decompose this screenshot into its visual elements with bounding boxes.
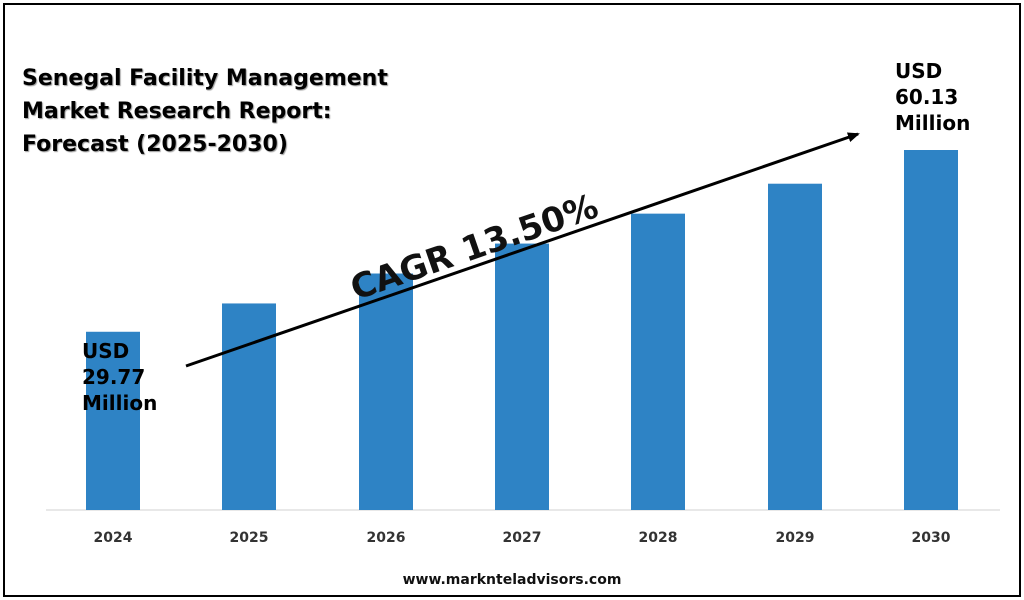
bar-2027 (495, 243, 549, 510)
bar-2026 (359, 273, 413, 510)
bar-2028 (631, 213, 685, 511)
x-tick-2030: 2030 (912, 530, 951, 546)
x-tick-2027: 2027 (503, 530, 542, 546)
value-label-2030-line-3: Million (895, 111, 970, 135)
bar-2024 (86, 331, 140, 510)
value-label-2024-line-2: 29.77 (82, 365, 145, 389)
x-axis-ticks: 2024 2025 2026 2027 2028 2029 2030 (94, 530, 951, 546)
x-tick-2025: 2025 (230, 530, 269, 546)
cagr-label: CAGR 13.50% (346, 186, 604, 308)
title-line-2: Market Research Report: (22, 99, 332, 124)
cagr-arrow (185, 132, 860, 368)
title-line-1: Senegal Facility Management (22, 66, 388, 91)
x-tick-2026: 2026 (367, 530, 406, 546)
bar-2025 (222, 303, 276, 510)
bars-group (46, 150, 1000, 511)
chart-title: Senegal Facility Management Market Resea… (22, 62, 442, 161)
value-label-2024-line-3: Million (82, 391, 157, 415)
x-tick-2029: 2029 (776, 530, 815, 546)
bar-2029 (768, 183, 822, 510)
value-label-2024-line-1: USD (82, 339, 129, 363)
value-label-2030-line-2: 60.13 (895, 85, 958, 109)
x-tick-2028: 2028 (639, 530, 678, 546)
title-line-3: Forecast (2025-2030) (22, 132, 288, 157)
value-label-2030-line-1: USD (895, 59, 942, 83)
website-footer: www.marknteladvisors.com (402, 572, 622, 588)
x-tick-2024: 2024 (94, 530, 133, 546)
bar-2030 (904, 150, 958, 510)
